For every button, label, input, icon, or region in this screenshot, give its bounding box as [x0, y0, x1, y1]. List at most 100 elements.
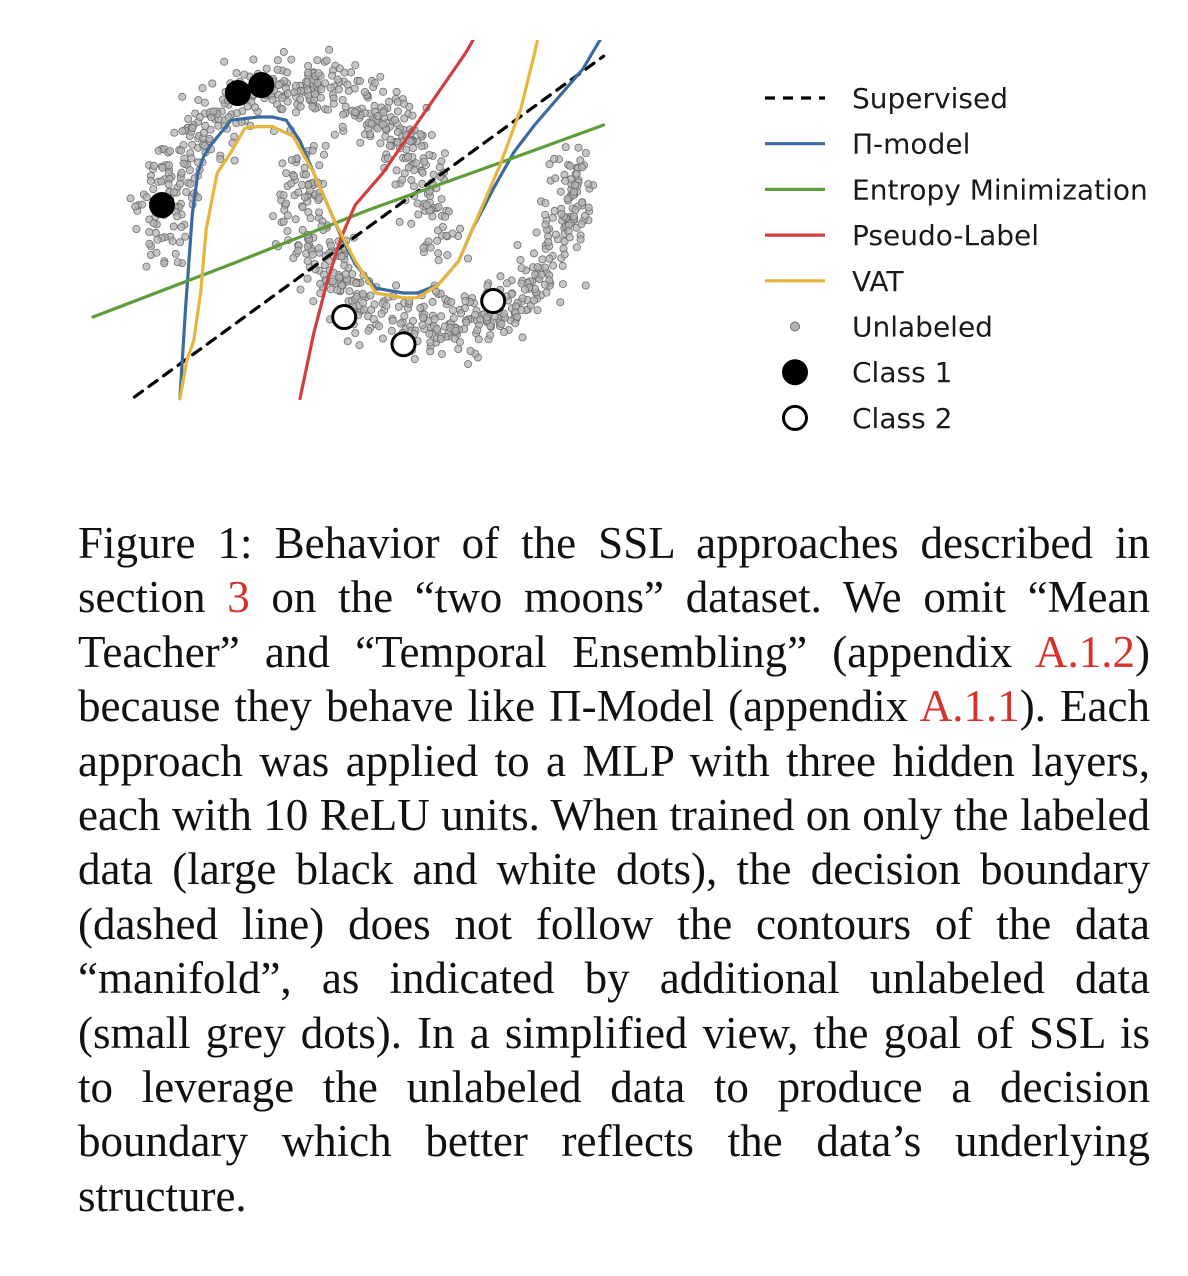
unlabeled-point: [200, 141, 209, 150]
unlabeled-point: [138, 200, 147, 209]
unlabeled-point: [578, 198, 587, 207]
unlabeled-point: [298, 180, 307, 189]
legend-label-class-1: Class 1: [852, 356, 952, 389]
unlabeled-point: [291, 215, 300, 224]
unlabeled-point: [533, 306, 542, 315]
unlabeled-point: [375, 322, 384, 331]
legend-label-pseudo-label: Pseudo-Label: [852, 219, 1039, 252]
unlabeled-point: [351, 328, 360, 337]
unlabeled-point: [360, 88, 369, 97]
unlabeled-point: [310, 90, 319, 99]
legend-label-supervised: Supervised: [852, 82, 1008, 115]
unlabeled-point: [314, 69, 323, 78]
unlabeled-point: [550, 206, 559, 215]
unlabeled-point: [379, 108, 388, 117]
unlabeled-point: [175, 238, 184, 247]
unlabeled-point: [316, 93, 325, 102]
unlabeled-point: [308, 146, 317, 155]
unlabeled-point: [208, 79, 217, 88]
legend-label-entropy-minimization: Entropy Minimization: [852, 173, 1148, 206]
unlabeled-point: [287, 156, 296, 165]
unlabeled-point: [146, 176, 155, 185]
unlabeled-point: [283, 97, 292, 106]
unlabeled-point: [158, 163, 167, 172]
caption-text-3: ) because they behave like Π-Model (appe…: [78, 626, 1150, 732]
unlabeled-point: [282, 199, 291, 208]
unlabeled-point: [454, 344, 463, 353]
unlabeled-point: [321, 141, 330, 150]
unlabeled-point: [426, 347, 435, 356]
unlabeled-point: [433, 236, 442, 245]
unlabeled-point: [341, 102, 350, 111]
unlabeled-point: [319, 150, 328, 159]
unlabeled-point: [496, 272, 505, 281]
unlabeled-point: [462, 318, 471, 327]
unlabeled-point: [151, 228, 160, 237]
unlabeled-point: [556, 298, 565, 307]
unlabeled-point: [422, 201, 431, 210]
unlabeled-point: [145, 239, 154, 248]
class-2-point: [390, 331, 417, 358]
unlabeled-point: [201, 121, 210, 130]
unlabeled-point: [209, 107, 218, 116]
unlabeled-point: [131, 202, 140, 211]
unlabeled-point: [393, 127, 402, 136]
unlabeled-point: [195, 113, 204, 122]
class-1-point: [149, 192, 175, 218]
unlabeled-point: [268, 212, 277, 221]
unlabeled-point: [337, 281, 346, 290]
unlabeled-point: [171, 249, 180, 258]
unlabeled-point: [149, 219, 158, 228]
caption-text-2: on the “two moons” dataset. We omit “Mea…: [78, 572, 1151, 677]
unlabeled-point: [287, 179, 296, 188]
labeled-points: [149, 72, 507, 358]
unlabeled-point: [268, 95, 277, 104]
unlabeled-point: [395, 217, 404, 226]
unlabeled-point: [205, 134, 214, 143]
unlabeled-point: [466, 346, 475, 355]
unlabeled-point: [282, 169, 291, 178]
unlabeled-point: [576, 235, 585, 244]
unlabeled-point: [160, 259, 169, 268]
unlabeled-point: [513, 240, 522, 249]
unlabeled-point: [570, 212, 579, 221]
unlabeled-point: [486, 331, 495, 340]
unlabeled-point: [232, 109, 241, 118]
unlabeled-point: [145, 227, 154, 236]
unlabeled-point: [157, 177, 166, 186]
unlabeled-point: [408, 316, 417, 325]
unlabeled-point: [390, 115, 399, 124]
unlabeled-point: [364, 326, 373, 335]
unlabeled-point: [418, 168, 427, 177]
unlabeled-point: [377, 309, 386, 318]
unlabeled-point: [220, 57, 229, 66]
section-ref-link[interactable]: 3: [227, 572, 250, 623]
unlabeled-point: [517, 264, 526, 273]
unlabeled-point: [306, 214, 315, 223]
unlabeled-point: [441, 212, 450, 221]
appendix-a11-link[interactable]: A.1.1: [919, 681, 1020, 732]
unlabeled-point: [314, 208, 323, 217]
unlabeled-point: [249, 55, 258, 64]
unlabeled-point: [274, 81, 283, 90]
unlabeled-point: [366, 291, 375, 300]
series-line-vat: [178, 40, 540, 401]
unlabeled-point: [283, 211, 292, 220]
unlabeled-point: [169, 222, 178, 231]
unlabeled-point: [545, 160, 554, 169]
unlabeled-point: [461, 297, 470, 306]
unlabeled-point: [565, 233, 574, 242]
unlabeled-point: [400, 114, 409, 123]
class-2-point: [331, 304, 358, 330]
unlabeled-point: [437, 350, 446, 359]
unlabeled-point: [165, 147, 174, 156]
unlabeled-point: [273, 56, 282, 65]
unlabeled-point: [449, 314, 458, 323]
unlabeled-point: [483, 281, 492, 290]
unlabeled-point: [417, 142, 426, 151]
unlabeled-point: [296, 285, 305, 294]
unlabeled-point: [341, 270, 350, 279]
appendix-a12-link[interactable]: A.1.2: [1034, 626, 1135, 677]
unlabeled-point: [199, 128, 208, 137]
unlabeled-point: [343, 80, 352, 89]
